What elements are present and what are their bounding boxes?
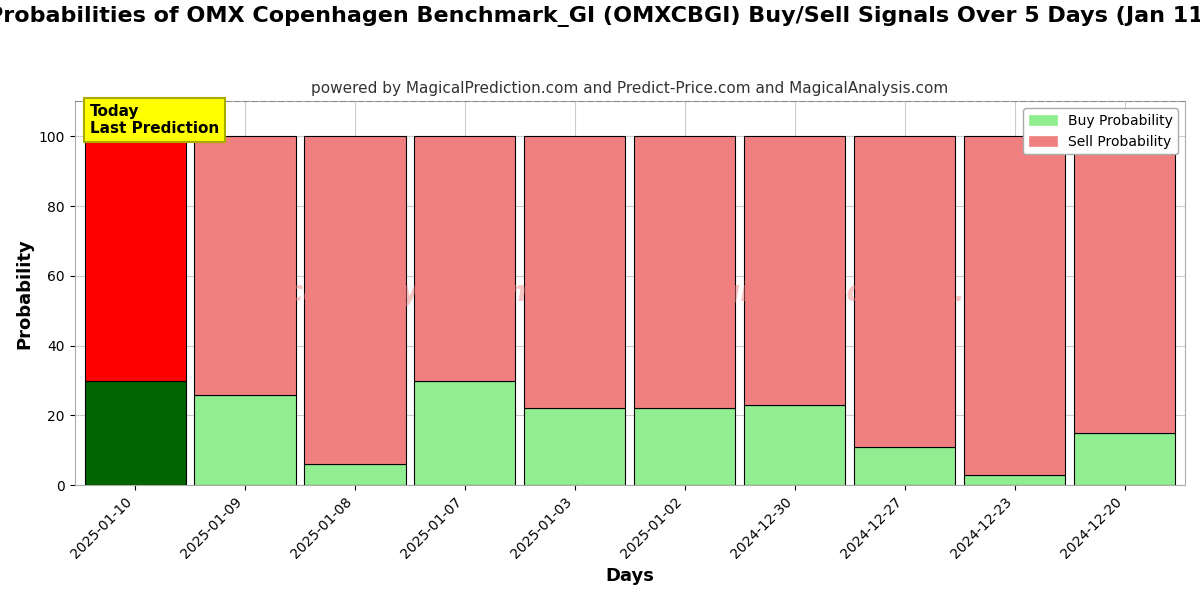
Bar [305, 136, 406, 464]
Title: powered by MagicalPrediction.com and Predict-Price.com and MagicalAnalysis.com: powered by MagicalPrediction.com and Pre… [311, 81, 948, 96]
Bar [194, 136, 295, 395]
Text: Today
Last Prediction: Today Last Prediction [90, 104, 220, 136]
Bar [744, 405, 845, 485]
Bar [1074, 433, 1175, 485]
Bar [635, 136, 736, 409]
Bar [524, 136, 625, 409]
X-axis label: Days: Days [605, 567, 654, 585]
Bar [305, 464, 406, 485]
Bar [524, 409, 625, 485]
Bar [854, 447, 955, 485]
Bar [194, 395, 295, 485]
Text: MagicalPrediction.com: MagicalPrediction.com [674, 279, 1030, 307]
Text: Probabilities of OMX Copenhagen Benchmark_GI (OMXCBGI) Buy/Sell Signals Over 5 D: Probabilities of OMX Copenhagen Benchmar… [0, 6, 1200, 27]
Bar [414, 380, 516, 485]
Legend: Buy Probability, Sell Probability: Buy Probability, Sell Probability [1024, 108, 1178, 154]
Bar [1074, 136, 1175, 433]
Bar [854, 136, 955, 447]
Bar [964, 475, 1066, 485]
Bar [414, 136, 516, 380]
Bar [84, 136, 186, 380]
Bar [84, 380, 186, 485]
Bar [635, 409, 736, 485]
Bar [744, 136, 845, 405]
Bar [964, 136, 1066, 475]
Text: MagicalAnalysis.com: MagicalAnalysis.com [211, 279, 538, 307]
Y-axis label: Probability: Probability [16, 238, 34, 349]
